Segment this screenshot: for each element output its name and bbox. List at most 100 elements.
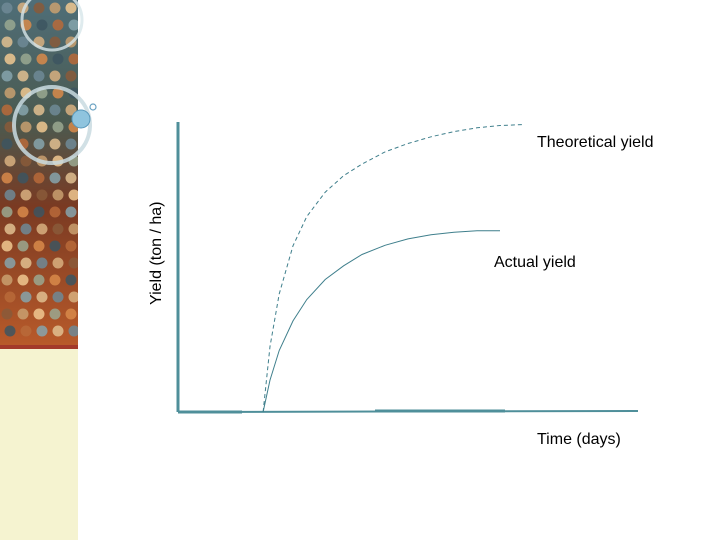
bokeh-dot — [33, 240, 45, 252]
bokeh-dot — [36, 53, 48, 65]
bokeh-dot — [4, 19, 16, 31]
bokeh-dot — [49, 274, 61, 286]
bokeh-dot — [1, 70, 13, 82]
bokeh-dot — [68, 189, 78, 201]
bokeh-dot — [36, 291, 48, 303]
bokeh-dot — [52, 87, 64, 99]
ring-decoration — [12, 85, 92, 165]
x-axis-label: Time (days) — [537, 431, 621, 448]
bokeh-dot — [17, 70, 29, 82]
bokeh-dot — [1, 274, 13, 286]
bokeh-dot — [52, 19, 64, 31]
sidebar-decoration — [0, 0, 78, 540]
bubble-decoration — [89, 103, 97, 111]
bokeh-dot — [49, 206, 61, 218]
bokeh-dot — [4, 325, 16, 337]
y-axis-label: Yield (ton / ha) — [148, 202, 165, 305]
bokeh-dot — [52, 223, 64, 235]
bokeh-dot — [36, 325, 48, 337]
sidebar-cream-panel — [0, 349, 78, 540]
bokeh-dot — [33, 274, 45, 286]
bokeh-dot — [52, 53, 64, 65]
bokeh-dot — [17, 172, 29, 184]
bokeh-dot — [68, 257, 78, 269]
bokeh-dot — [36, 189, 48, 201]
sidebar-divider — [0, 345, 78, 349]
series-line-actual-yield — [262, 230, 500, 413]
bokeh-dot — [65, 138, 77, 150]
bokeh-dot — [4, 87, 16, 99]
bokeh-dot — [33, 172, 45, 184]
bokeh-dot — [52, 291, 64, 303]
bokeh-dot — [36, 257, 48, 269]
bokeh-dot — [49, 138, 61, 150]
bokeh-dot — [49, 2, 61, 14]
bokeh-dot — [65, 2, 77, 14]
bokeh-dot — [49, 240, 61, 252]
bokeh-dot — [20, 223, 32, 235]
bokeh-dot — [52, 121, 64, 133]
bokeh-dot — [52, 257, 64, 269]
bubble-decoration — [71, 109, 91, 129]
series-label-theoretical-yield: Theoretical yield — [537, 134, 654, 151]
bokeh-dot — [20, 53, 32, 65]
bokeh-dot — [17, 206, 29, 218]
bokeh-dot — [20, 189, 32, 201]
series-label-actual-yield: Actual yield — [494, 254, 576, 271]
bokeh-dot — [33, 104, 45, 116]
bokeh-dot — [49, 172, 61, 184]
bokeh-dot — [33, 2, 45, 14]
bokeh-dot — [1, 206, 13, 218]
bokeh-dot — [1, 308, 13, 320]
bokeh-dot — [36, 223, 48, 235]
bokeh-dot — [49, 36, 61, 48]
bokeh-dot — [65, 104, 77, 116]
bokeh-dot — [17, 36, 29, 48]
bokeh-dot — [1, 2, 13, 14]
bokeh-dot — [68, 223, 78, 235]
bokeh-dot — [49, 70, 61, 82]
bokeh-dot — [4, 291, 16, 303]
bokeh-dot — [20, 155, 32, 167]
bokeh-dot — [52, 189, 64, 201]
bokeh-dot — [1, 172, 13, 184]
bokeh-dot — [4, 257, 16, 269]
bokeh-dot — [65, 274, 77, 286]
bokeh-dot — [49, 104, 61, 116]
bokeh-dot — [1, 36, 13, 48]
bokeh-dot — [17, 240, 29, 252]
bokeh-dot — [65, 172, 77, 184]
bokeh-dot — [20, 257, 32, 269]
bokeh-dot — [4, 155, 16, 167]
bokeh-dot — [36, 19, 48, 31]
bokeh-dot — [17, 308, 29, 320]
bokeh-dot — [4, 223, 16, 235]
bokeh-dot — [65, 308, 77, 320]
bokeh-dot — [33, 308, 45, 320]
bokeh-dots-icon — [1, 2, 78, 337]
bokeh-dot — [52, 325, 64, 337]
bokeh-dot — [1, 138, 13, 150]
bokeh-dot — [49, 308, 61, 320]
bokeh-dot — [33, 70, 45, 82]
bokeh-dot — [33, 138, 45, 150]
ring-decoration — [20, 0, 84, 52]
bokeh-dot — [4, 189, 16, 201]
bokeh-dot — [68, 53, 78, 65]
bokeh-dot — [20, 325, 32, 337]
bokeh-dot — [4, 53, 16, 65]
bokeh-dot — [65, 240, 77, 252]
series-line-theoretical-yield — [262, 124, 524, 413]
bokeh-dot — [20, 291, 32, 303]
bokeh-dot — [65, 70, 77, 82]
bokeh-dot — [1, 240, 13, 252]
bokeh-dot — [36, 121, 48, 133]
bokeh-dot — [68, 325, 78, 337]
bokeh-dot — [17, 274, 29, 286]
bokeh-dot — [68, 291, 78, 303]
bokeh-dot — [1, 104, 13, 116]
bokeh-dot — [68, 19, 78, 31]
bokeh-dot — [33, 206, 45, 218]
bokeh-dot — [65, 206, 77, 218]
